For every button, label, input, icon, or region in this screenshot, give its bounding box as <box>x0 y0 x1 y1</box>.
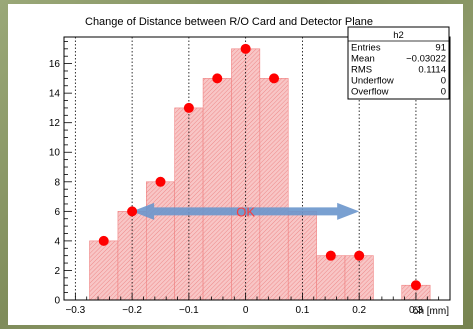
data-marker-7 <box>325 250 336 261</box>
stats-row-value: 0 <box>441 76 446 87</box>
stats-box-frame <box>347 26 450 100</box>
x-axis-label: δh [mm] <box>413 306 449 317</box>
data-marker-1 <box>127 206 138 217</box>
y-tick-label: 10 <box>49 148 61 159</box>
data-markers <box>98 43 421 291</box>
x-tick-label: 0.3 <box>409 305 423 316</box>
x-tick-label: −0.1 <box>179 305 199 316</box>
histogram-bar-8 <box>316 255 346 301</box>
data-marker-4 <box>212 73 223 84</box>
stats-row-value: −0.03022 <box>406 54 446 65</box>
stats-row-value: 0.1114 <box>418 65 446 76</box>
x-tick-label: 0.1 <box>295 305 309 316</box>
histogram-bar-2 <box>146 181 175 301</box>
ok-annotation-label: OK <box>236 204 255 219</box>
data-marker-8 <box>354 250 365 261</box>
histogram-bar-3 <box>174 107 204 301</box>
y-tick-label: 8 <box>54 177 60 188</box>
data-marker-2 <box>155 176 166 187</box>
ok-annotation: OK <box>132 202 360 220</box>
stats-row-label: Entries <box>351 43 381 54</box>
stats-row-value: 0 <box>441 87 446 98</box>
y-tick-label: 2 <box>54 266 60 277</box>
axes <box>63 36 451 301</box>
tick-labels: −0.3 −0.2 −0.1 0 0.1 0.2 0.3 0 2 4 6 8 10 12 14 16 <box>49 59 423 316</box>
stats-row-label: Overflow <box>351 87 389 98</box>
stats-box-name: h2 <box>393 30 404 41</box>
histogram-chart: Change of Distance between R/O Card and … <box>49 16 451 317</box>
y-tick-label: 4 <box>54 236 60 247</box>
stats-row-value: 91 <box>435 43 446 54</box>
stats-box: h2 Entries 91 Mean −0.03022 RMS 0.1114 Underflo… <box>347 26 450 100</box>
data-marker-5 <box>240 43 251 54</box>
y-tick-label: 6 <box>54 207 60 218</box>
x-tick-label: 0 <box>243 305 249 316</box>
y-tick-label: 12 <box>49 118 61 129</box>
y-tick-label: 16 <box>49 59 61 70</box>
histogram-bar-4 <box>202 78 232 301</box>
data-marker-9 <box>410 280 421 291</box>
chart-canvas: Change of Distance between R/O Card and … <box>8 4 463 325</box>
data-marker-6 <box>269 73 280 84</box>
stats-row-label: RMS <box>351 65 372 76</box>
y-tick-label: 14 <box>49 89 61 100</box>
data-marker-0 <box>98 235 109 246</box>
x-tick-label: 0.2 <box>352 305 366 316</box>
stats-row-label: Underflow <box>351 76 394 87</box>
histogram-bar-6 <box>259 78 289 301</box>
data-marker-3 <box>183 102 194 113</box>
y-tick-label: 0 <box>54 296 60 307</box>
x-tick-label: −0.3 <box>65 305 85 316</box>
stats-row-label: Mean <box>351 54 375 65</box>
chart-title: Change of Distance between R/O Card and … <box>85 16 373 28</box>
ok-double-arrow <box>132 202 360 220</box>
histogram-bar-0 <box>89 240 119 301</box>
x-tick-label: −0.2 <box>122 305 142 316</box>
